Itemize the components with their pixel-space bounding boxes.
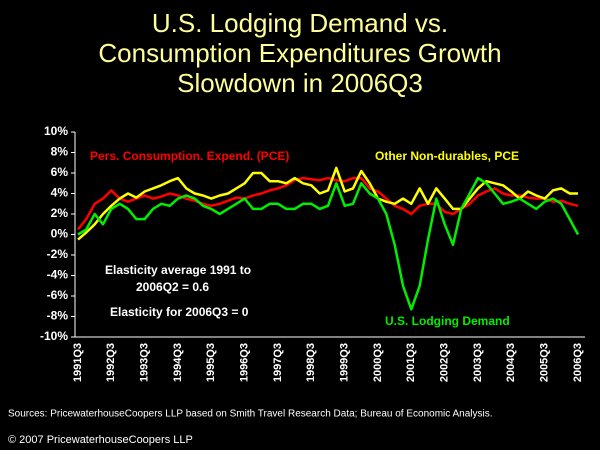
y-tick-label: -10%: [40, 329, 68, 343]
x-tick-label: 2005Q3: [539, 343, 551, 382]
x-tick-label: 1997Q3: [272, 343, 284, 382]
series-label: Pers. Consumption. Expend. (PCE): [90, 149, 289, 163]
y-tick-label: 10%: [44, 124, 68, 138]
annotation: Elasticity for 2006Q3 = 0: [110, 305, 249, 319]
y-tick-label: 6%: [51, 165, 69, 179]
annotation: 2006Q2 = 0.6: [136, 280, 209, 294]
series-label: Other Non-durables, PCE: [375, 149, 519, 163]
x-tick-label: 2003Q3: [472, 343, 484, 382]
annotation: Elasticity average 1991 to: [105, 263, 251, 277]
y-tick-label: 0%: [51, 227, 69, 241]
series-line: [77, 176, 580, 311]
x-tick-label: 2000Q3: [372, 343, 384, 382]
x-tick-label: 1998Q3: [305, 343, 317, 382]
x-tick-label: 2004Q3: [505, 343, 517, 382]
y-tick-label: -2%: [47, 247, 69, 261]
x-tick-label: 1993Q3: [139, 343, 151, 382]
series-label: U.S. Lodging Demand: [385, 314, 510, 328]
x-tick-label: 1992Q3: [105, 343, 117, 382]
x-tick-label: 1999Q3: [339, 343, 351, 382]
chart-title: U.S. Lodging Demand vs. Consumption Expe…: [98, 8, 502, 98]
x-tick-label: 2002Q3: [439, 343, 451, 382]
series-line: [77, 176, 579, 231]
x-tick-label: 2006Q3: [572, 343, 584, 382]
y-tick-label: -4%: [47, 268, 69, 282]
x-tick-label: 1995Q3: [205, 343, 217, 382]
source: Sources: PricewaterhouseCoopers LLP base…: [8, 409, 493, 420]
x-tick-label: 2001Q3: [405, 343, 417, 382]
copyright: © 2007 PricewaterhouseCoopers LLP: [8, 434, 193, 446]
y-tick-label: 2%: [51, 206, 69, 220]
x-tick-label: 1991Q3: [72, 343, 84, 382]
y-tick-label: 8%: [51, 145, 69, 159]
series-line: [77, 166, 578, 241]
y-tick-label: 4%: [51, 186, 69, 200]
x-tick-label: 1994Q3: [172, 343, 184, 382]
x-tick-label: 1996Q3: [239, 343, 251, 382]
y-tick-label: -6%: [47, 288, 69, 302]
y-tick-label: -8%: [47, 309, 69, 323]
